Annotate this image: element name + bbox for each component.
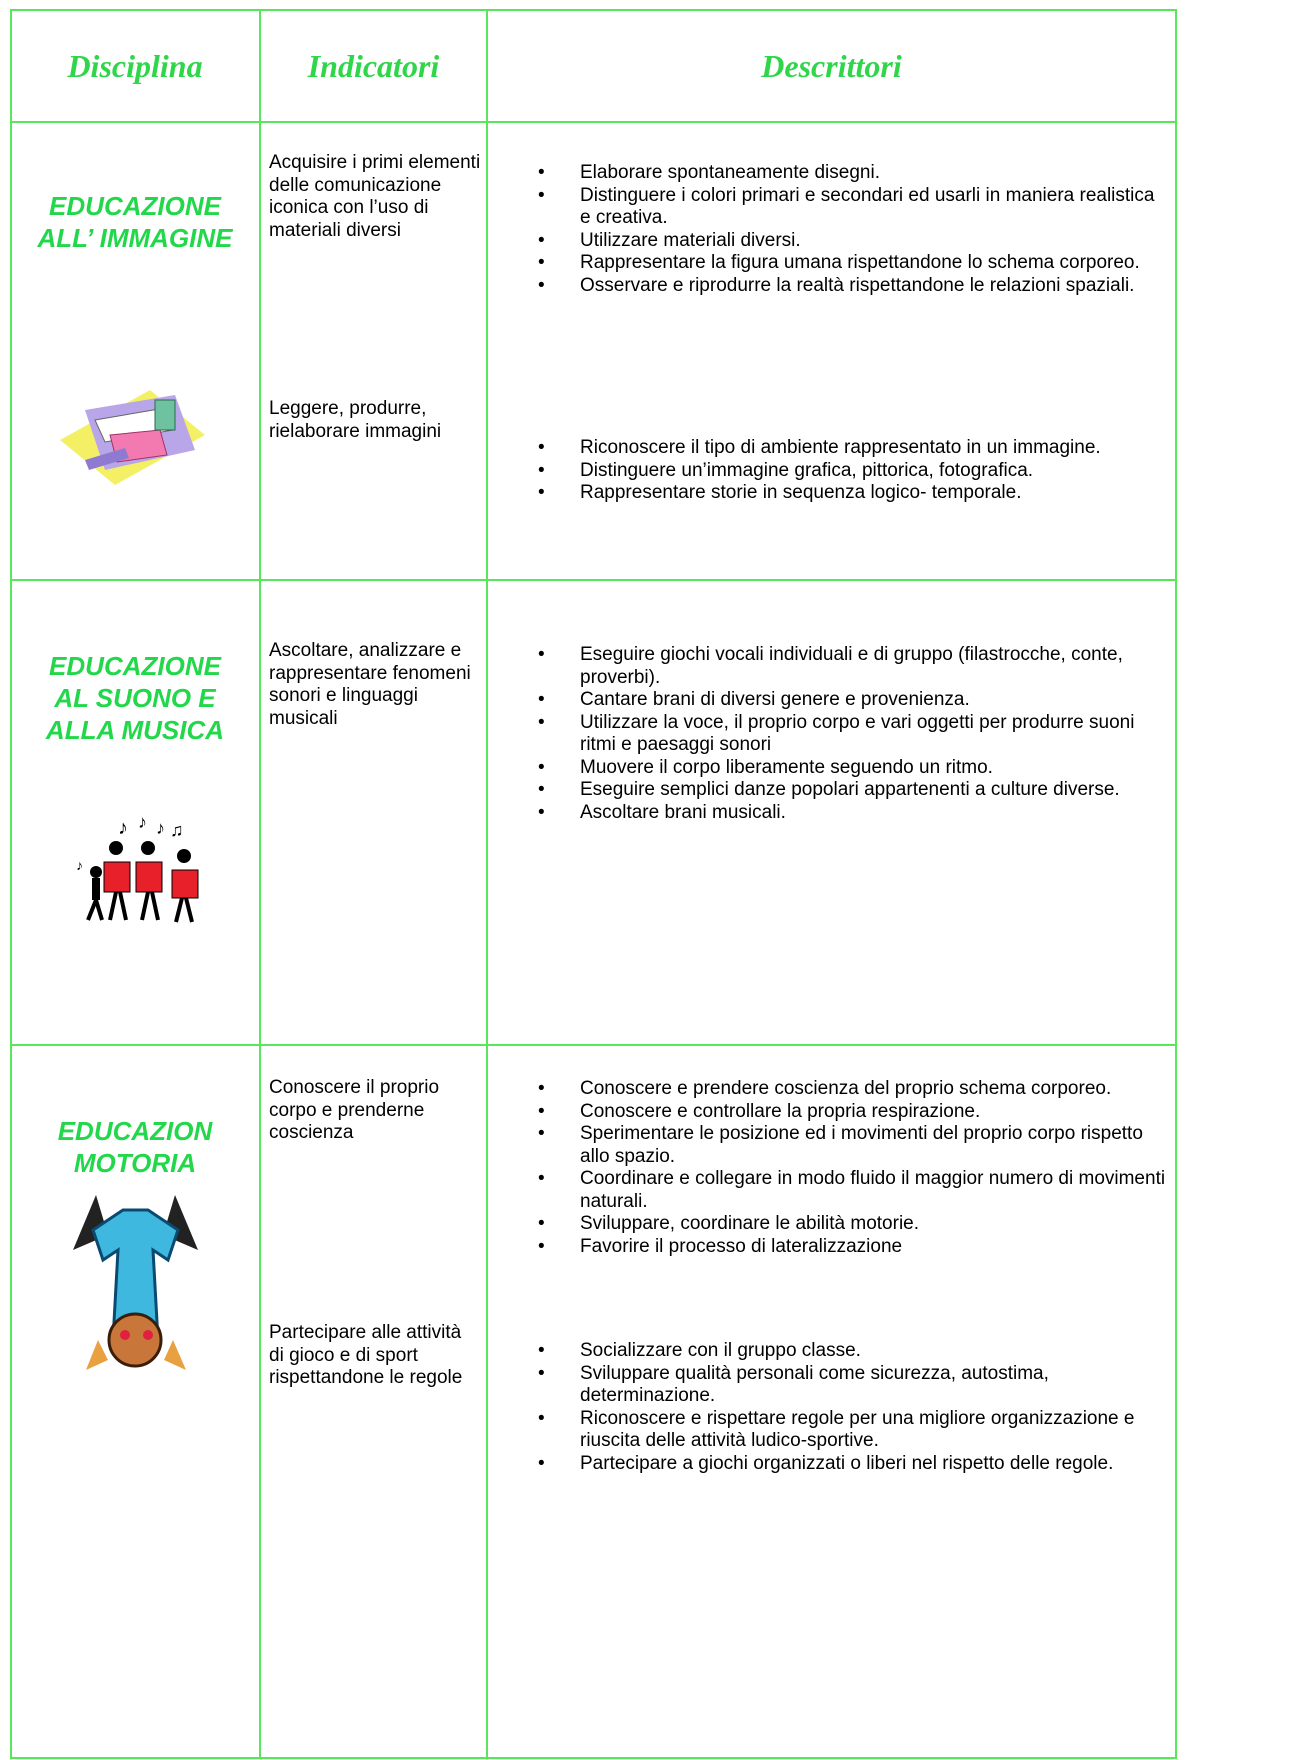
- descriptor-item: Riconoscere il tipo di ambiente rapprese…: [538, 437, 1168, 460]
- svg-text:♪: ♪: [156, 818, 165, 838]
- border: [10, 1044, 1177, 1046]
- descriptor-item: Cantare brani di diversi genere e proven…: [538, 689, 1168, 712]
- descriptor-list: Eseguire giochi vocali individuali e di …: [538, 644, 1168, 825]
- discipline: EDUCAZIONE ALL’ IMMAGINE: [10, 190, 260, 254]
- descriptor-item: Sperimentare le posizione ed i movimenti…: [538, 1123, 1168, 1168]
- descriptor-item: Conoscere e prendere coscienza del propr…: [538, 1078, 1168, 1101]
- indicator: Leggere, produrre, rielaborare immagini: [269, 398, 442, 442]
- descriptor-item: Eseguire giochi vocali individuali e di …: [538, 644, 1168, 689]
- descriptor-item: Conoscere e controllare la propria respi…: [538, 1101, 1168, 1124]
- descriptor-item: Rappresentare storie in sequenza logico-…: [538, 482, 1168, 505]
- descriptor-item: Distinguere un’immagine grafica, pittori…: [538, 460, 1168, 483]
- descriptor-item: Utilizzare la voce, il proprio corpo e v…: [538, 712, 1168, 757]
- svg-text:♪: ♪: [118, 817, 128, 839]
- descriptor-list: Socializzare con il gruppo classe.Svilup…: [538, 1340, 1168, 1476]
- border: [10, 9, 1177, 11]
- descriptor-item: Eseguire semplici danze popolari apparte…: [538, 779, 1168, 802]
- discipline: EDUCAZIONE AL SUONO E ALLA MUSICA: [10, 650, 260, 746]
- descriptor-item: Osservare e riprodurre la realtà rispett…: [538, 275, 1168, 298]
- descriptor-item: Socializzare con il gruppo classe.: [538, 1340, 1168, 1363]
- descriptor-list: Riconoscere il tipo di ambiente rapprese…: [538, 437, 1168, 505]
- descriptor-item: Coordinare e collegare in modo fluido il…: [538, 1168, 1168, 1213]
- clipart-singers: ♪ ♪ ♪ ♫♪: [76, 812, 199, 923]
- clipart-art: [60, 390, 205, 485]
- border: [486, 9, 488, 1759]
- discipline-line: ALLA MUSICA: [45, 715, 225, 745]
- descriptor-item: Elaborare spontaneamente disegni.: [538, 162, 1168, 185]
- descriptor-item: Favorire il processo di lateralizzazione: [538, 1236, 1168, 1259]
- border: [10, 1757, 1177, 1759]
- indicator: Partecipare alle attività di gioco e di …: [269, 1322, 463, 1388]
- descriptor-list: Conoscere e prendere coscienza del propr…: [538, 1078, 1168, 1259]
- indicator: Conoscere il proprio corpo e prenderne c…: [269, 1077, 440, 1143]
- discipline-line: EDUCAZIONE: [49, 651, 221, 681]
- discipline-line: EDUCAZIONE: [49, 191, 221, 221]
- border: [259, 9, 261, 1759]
- descriptor-item: Sviluppare, coordinare le abilità motori…: [538, 1213, 1168, 1236]
- descriptor-item: Ascoltare brani musicali.: [538, 802, 1168, 825]
- border: [1175, 9, 1177, 1759]
- descriptor-item: Partecipare a giochi organizzati o liber…: [538, 1453, 1168, 1476]
- descriptor-item: Distinguere i colori primari e secondari…: [538, 185, 1168, 230]
- descriptor-item: Riconoscere e rispettare regole per una …: [538, 1408, 1168, 1453]
- svg-text:♪: ♪: [138, 812, 147, 832]
- discipline-line: AL SUONO E: [54, 683, 216, 713]
- discipline-line: ALL’ IMMAGINE: [37, 223, 233, 253]
- header-cell: Descrittori: [761, 48, 902, 84]
- discipline-line: EDUCAZION: [57, 1116, 213, 1146]
- svg-text:♪: ♪: [76, 857, 83, 873]
- discipline-line: MOTORIA: [73, 1148, 197, 1178]
- indicator: Ascoltare, analizzare e rappresentare fe…: [269, 640, 471, 729]
- indicator: Acquisire i primi elementi delle comunic…: [269, 152, 481, 241]
- descriptor-item: Rappresentare la figura umana rispettand…: [538, 252, 1168, 275]
- descriptor-list: Elaborare spontaneamente disegni.Disting…: [538, 162, 1168, 298]
- descriptor-item: Muovere il corpo liberamente seguendo un…: [538, 757, 1168, 780]
- clipart-child: [73, 1195, 198, 1370]
- header-cell: Indicatori: [307, 48, 440, 84]
- descriptor-item: Utilizzare materiali diversi.: [538, 230, 1168, 253]
- border: [10, 121, 1177, 123]
- header-cell: Disciplina: [67, 48, 203, 84]
- discipline: EDUCAZION MOTORIA: [10, 1115, 260, 1179]
- border: [10, 9, 12, 1759]
- svg-text:♫: ♫: [170, 820, 184, 840]
- border: [10, 579, 1177, 581]
- descriptor-item: Sviluppare qualità personali come sicure…: [538, 1363, 1168, 1408]
